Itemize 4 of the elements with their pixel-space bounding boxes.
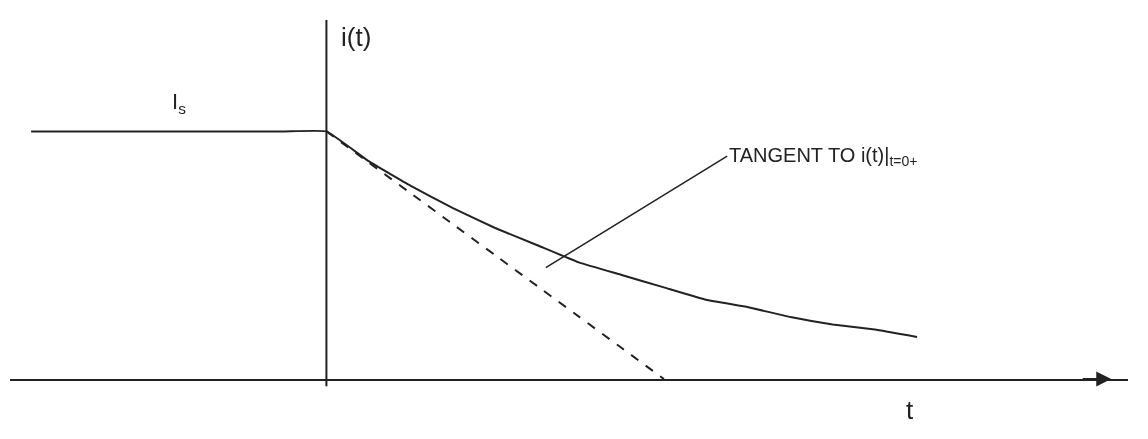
y-axis-title: i(t)	[341, 22, 372, 52]
text: I$_{s}$	[172, 89, 187, 117]
x-axis-title: t	[906, 395, 914, 425]
annotation: TANGENT TO i(t)|$_{t=0+}$	[729, 144, 918, 170]
